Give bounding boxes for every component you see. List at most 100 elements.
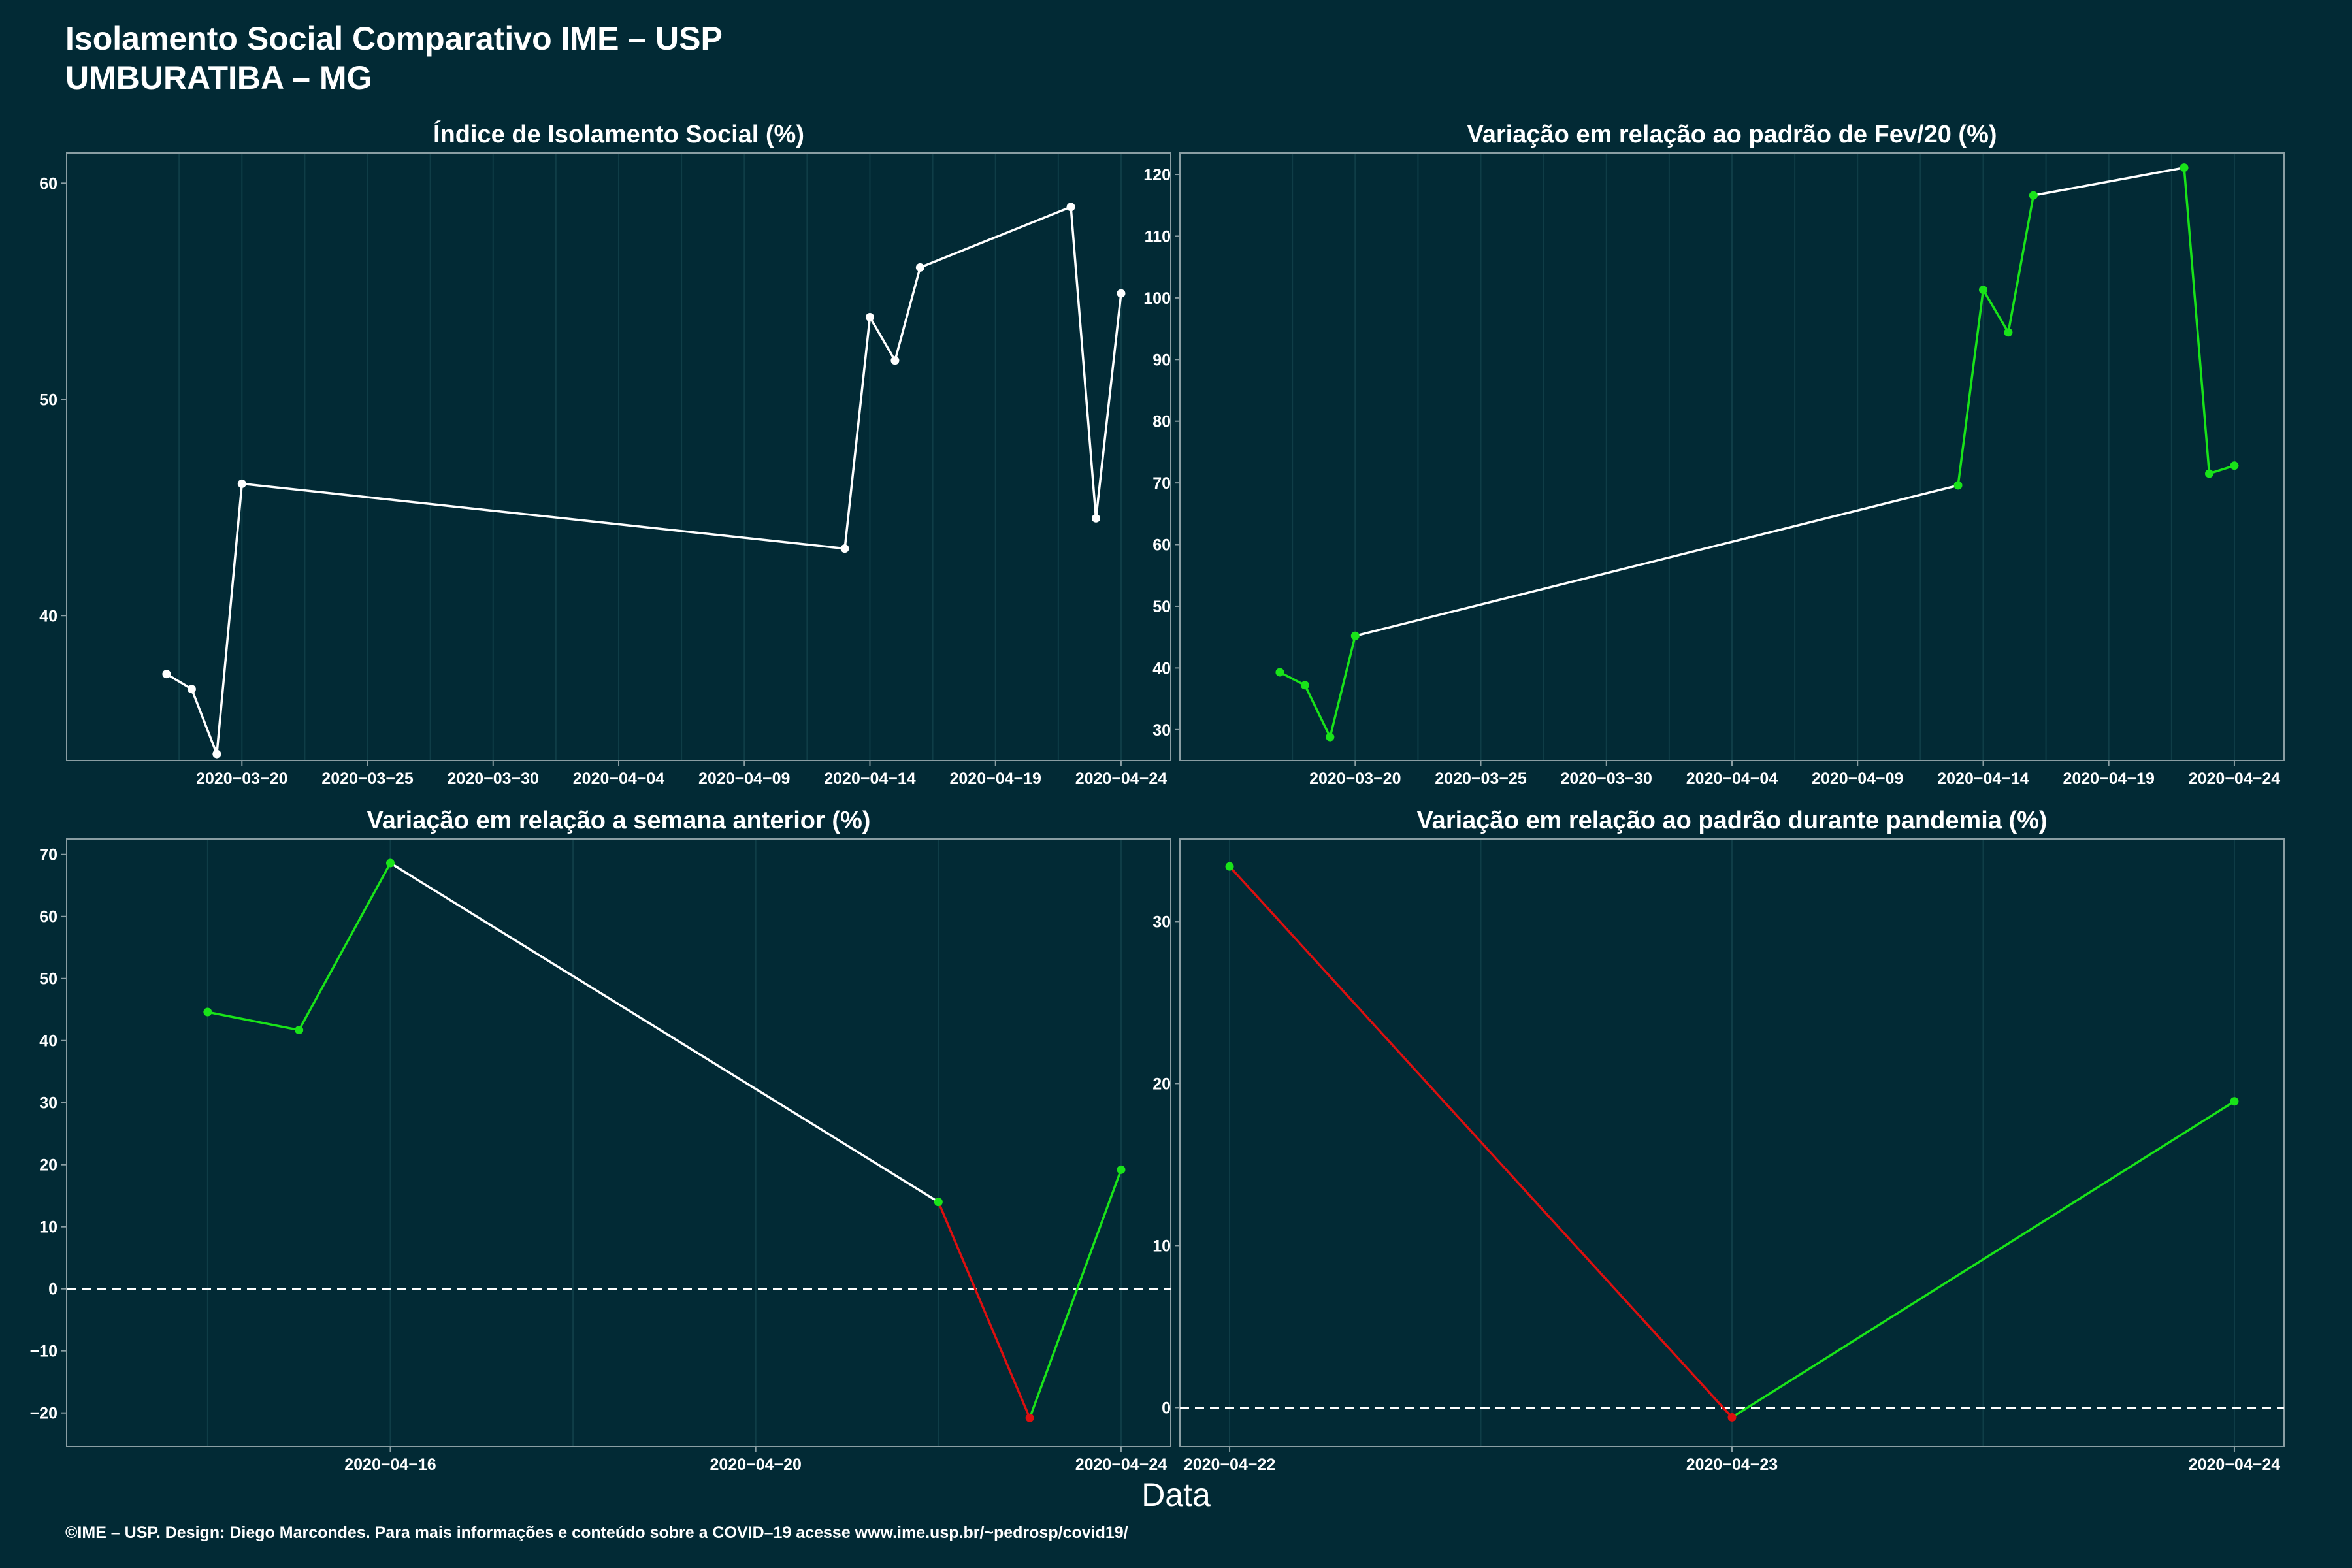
x-tick-label: 2020−03−25 (321, 770, 414, 788)
series-segment (1228, 865, 1733, 1419)
chart-panel-3: Variação em relação a semana anterior (%… (30, 807, 1171, 1474)
series-segment (190, 688, 218, 755)
y-tick-label: −20 (30, 1405, 57, 1423)
x-tick-label: 2020−04−20 (710, 1456, 801, 1474)
x-tick-label: 2020−04−24 (1075, 1456, 1168, 1474)
x-tick-label: 2020−04−16 (344, 1456, 436, 1474)
series-segment (1731, 1100, 2236, 1419)
series-segment (2208, 464, 2236, 475)
y-tick-label: 90 (1152, 351, 1171, 369)
y-tick-label: 20 (1152, 1075, 1171, 1093)
series-segment (1354, 484, 1959, 638)
data-point (865, 313, 874, 322)
data-point (1025, 1413, 1034, 1422)
footer-caption: ©IME – USP. Design: Diego Marcondes. Par… (65, 1524, 1128, 1542)
main-subtitle: UMBURATIBA – MG (65, 59, 372, 96)
y-tick-label: 10 (39, 1218, 57, 1237)
data-point (295, 1026, 304, 1035)
y-tick-label: 110 (1145, 227, 1171, 246)
y-tick-label: 30 (1152, 913, 1171, 931)
panel-title: Variação em relação a semana anterior (%… (367, 807, 871, 834)
y-tick-label: −10 (30, 1343, 57, 1361)
series-segment (894, 266, 922, 362)
x-tick-label: 2020−04−24 (2189, 770, 2281, 788)
y-tick-label: 50 (39, 970, 57, 988)
x-tick-label: 2020−04−23 (1686, 1456, 1778, 1474)
data-point (1275, 668, 1284, 677)
series-segment (1329, 634, 1357, 738)
data-point (237, 479, 246, 488)
series-segment (389, 862, 940, 1203)
series-segment (1070, 205, 1098, 520)
x-axis-label: Data (1141, 1477, 1211, 1513)
panel-frame (66, 838, 1171, 1447)
panel-title: Variação em relação ao padrão durante pa… (1416, 807, 2047, 834)
y-tick-label: 70 (39, 846, 57, 864)
data-point (187, 685, 196, 694)
data-point (2029, 191, 2038, 200)
x-tick-label: 2020−03−20 (196, 770, 287, 788)
y-tick-label: 0 (1162, 1399, 1171, 1417)
y-tick-label: 50 (1152, 598, 1171, 616)
x-tick-label: 2020−04−09 (698, 770, 790, 788)
data-point (1350, 631, 1360, 640)
x-tick-label: 2020−03−20 (1309, 770, 1401, 788)
series-segment (1982, 288, 2010, 334)
data-point (1092, 514, 1101, 523)
series-segment (1303, 684, 1331, 738)
y-tick-label: 60 (39, 908, 57, 926)
y-tick-label: 60 (39, 174, 57, 193)
series-segment (297, 862, 392, 1032)
y-tick-label: 120 (1143, 166, 1171, 184)
charts-grid: Índice de Isolamento Social (%)405060202… (30, 120, 2285, 1474)
data-point (1326, 732, 1335, 742)
series-segment (165, 672, 193, 691)
y-tick-label: 20 (39, 1156, 57, 1175)
data-point (2180, 163, 2189, 172)
chart-panel-4: Variação em relação ao padrão durante pa… (1152, 807, 2285, 1474)
series-segment (1094, 292, 1122, 520)
series-segment (240, 482, 846, 550)
y-tick-label: 100 (1143, 289, 1171, 308)
series-segment (206, 1011, 301, 1032)
data-point (1117, 1165, 1126, 1174)
data-point (1727, 1413, 1737, 1422)
data-point (212, 749, 221, 759)
series-segment (2183, 166, 2211, 475)
x-tick-label: 2020−03−25 (1435, 770, 1527, 788)
x-tick-label: 2020−04−24 (2189, 1456, 2281, 1474)
y-tick-label: 40 (39, 1032, 57, 1051)
x-tick-label: 2020−04−09 (1812, 770, 1903, 788)
data-point (1978, 286, 1987, 295)
x-tick-label: 2020−04−14 (1937, 770, 2029, 788)
data-point (840, 544, 849, 553)
panel-title: Variação em relação ao padrão de Fev/20 … (1467, 121, 1997, 148)
data-point (385, 858, 395, 868)
y-tick-label: 80 (1152, 413, 1171, 431)
series-segment (919, 205, 1072, 269)
y-tick-label: 0 (48, 1281, 57, 1299)
data-point (1117, 289, 1126, 298)
series-segment (1028, 1168, 1122, 1420)
series-segment (2032, 166, 2185, 197)
y-tick-label: 40 (1152, 659, 1171, 678)
data-point (2004, 328, 2013, 337)
x-tick-label: 2020−04−04 (573, 770, 665, 788)
data-point (2205, 469, 2214, 478)
data-point (2230, 461, 2239, 470)
x-tick-label: 2020−04−14 (824, 770, 916, 788)
data-point (1953, 481, 1963, 490)
series-segment (1279, 671, 1307, 687)
y-tick-label: 60 (1152, 536, 1171, 555)
data-point (1225, 862, 1234, 871)
data-point (2230, 1097, 2239, 1106)
x-tick-label: 2020−04−04 (1686, 770, 1778, 788)
series-segment (868, 316, 896, 362)
data-point (890, 356, 900, 365)
x-tick-label: 2020−03−30 (1561, 770, 1652, 788)
data-point (1300, 681, 1309, 690)
series-segment (843, 316, 872, 550)
data-point (1066, 203, 1075, 212)
data-point (934, 1198, 943, 1207)
